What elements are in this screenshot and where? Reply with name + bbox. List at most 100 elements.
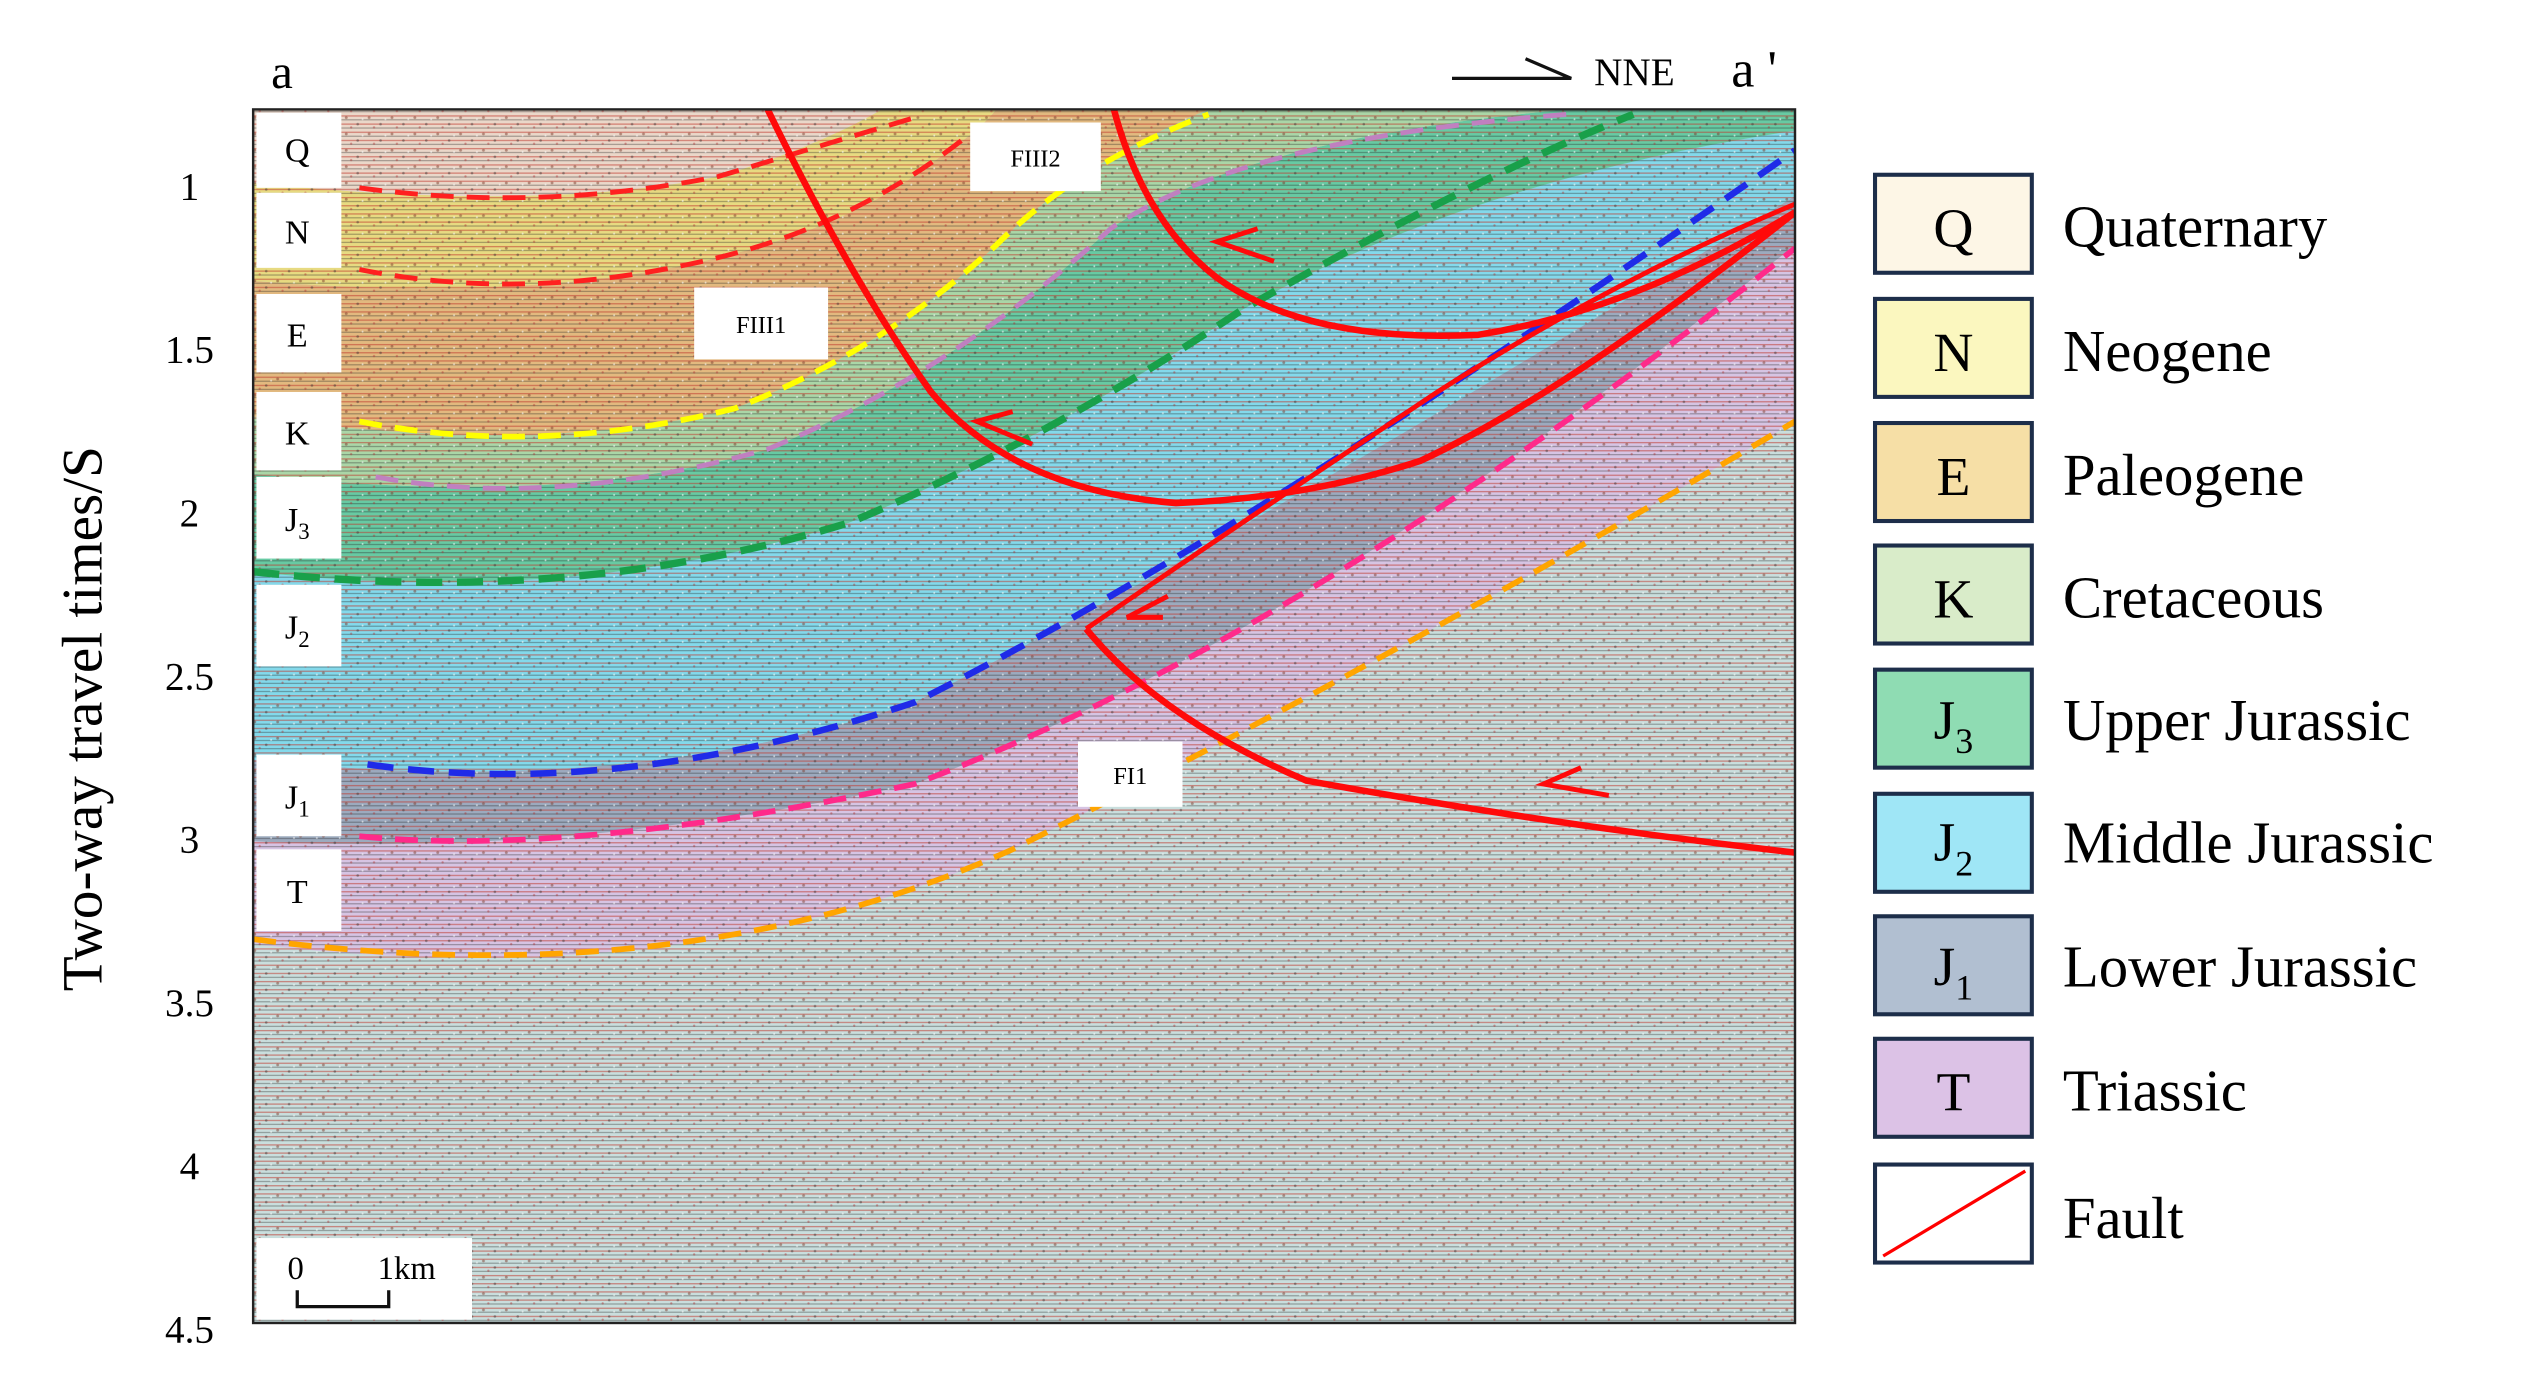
stratum-tag: J2 xyxy=(256,584,342,667)
fault-label-text: FI1 xyxy=(1113,763,1147,790)
boundary-q-n xyxy=(358,115,916,201)
legend-item-quaternary: Q Quaternary xyxy=(1872,172,2328,275)
tag-symbol: J xyxy=(285,609,298,647)
seismic-section xyxy=(253,109,1795,1323)
legend: Q Quaternary N Neogene E Paleogene K Cre… xyxy=(1872,172,2434,1265)
svg-text:T: T xyxy=(287,873,308,911)
legend-item-upper-jurassic: J3 Upper Jurassic xyxy=(1872,667,2411,770)
y-tick: 3.5 xyxy=(165,982,214,1025)
y-tick: 1 xyxy=(180,165,200,208)
legend-name: Triassic xyxy=(2063,1059,2247,1124)
legend-name: Middle Jurassic xyxy=(2063,810,2434,875)
legend-item-paleogene: E Paleogene xyxy=(1872,420,2305,524)
legend-name: Lower Jurassic xyxy=(2063,935,2417,1000)
legend-name: Neogene xyxy=(2063,319,2272,384)
y-tick: 3 xyxy=(180,819,200,862)
legend-name: Upper Jurassic xyxy=(2063,688,2411,753)
legend-symbol: J2 xyxy=(1934,813,1974,884)
y-axis-label: Two-way travel times/S xyxy=(51,446,114,991)
fault-label-text: FIII2 xyxy=(1010,146,1060,173)
legend-symbol: J3 xyxy=(1934,690,1974,761)
section-frame xyxy=(251,108,1797,1325)
tag-symbol: K xyxy=(285,414,310,452)
section-end-label: a ' xyxy=(1731,41,1777,99)
tag-symbol: Q xyxy=(285,132,310,170)
boundary-j1-t xyxy=(359,246,1795,844)
tag-subscript: 1 xyxy=(298,797,309,822)
legend-symbol: E xyxy=(1936,447,1970,508)
stratum-tag: J1 xyxy=(256,754,342,837)
legend-item-fault: Fault xyxy=(1872,1162,2184,1265)
tag-symbol: J xyxy=(285,778,298,816)
legend-swatch xyxy=(1872,914,2034,1017)
legend-swatch xyxy=(1872,172,2034,275)
direction-indicator: NNE xyxy=(1452,51,1675,94)
tag-symbol: E xyxy=(287,316,308,354)
svg-text:J3: J3 xyxy=(285,501,310,544)
legend-name: Paleogene xyxy=(2063,443,2305,508)
legend-swatch xyxy=(1872,420,2034,524)
tag-subscript: 2 xyxy=(298,627,309,652)
tag-subscript: 3 xyxy=(298,519,309,544)
svg-text:E: E xyxy=(287,316,308,354)
direction-text: NNE xyxy=(1594,51,1675,94)
tag-symbol: N xyxy=(285,213,310,251)
boundary-n-e xyxy=(358,136,966,287)
y-tick: 4.5 xyxy=(165,1309,214,1352)
stratum-tag: N xyxy=(256,192,342,268)
fault-fi1 xyxy=(1083,626,1795,856)
legend-item-neogene: N Neogene xyxy=(1872,296,2272,399)
y-tick: 2.5 xyxy=(165,655,214,698)
stratum-tag: K xyxy=(256,391,342,471)
y-tick: 2 xyxy=(180,492,200,535)
legend-symbol: T xyxy=(1936,1063,1970,1124)
legend-swatch xyxy=(1872,1036,2034,1139)
legend-item-middle-jurassic: J2 Middle Jurassic xyxy=(1872,791,2434,894)
stratum-tag: Q xyxy=(256,112,342,188)
tag-symbol: T xyxy=(287,873,308,911)
legend-swatch xyxy=(1872,296,2034,399)
stratum-tag: J3 xyxy=(256,476,342,559)
legend-name: Quaternary xyxy=(2063,195,2328,260)
y-tick: 4 xyxy=(180,1145,200,1188)
scale-end: 1km xyxy=(378,1251,436,1287)
stratum-tag: T xyxy=(256,849,342,931)
fault-fiii2 xyxy=(1110,109,1795,339)
boundary-t-base xyxy=(253,418,1795,959)
svg-text:Q: Q xyxy=(285,132,310,170)
boundary-j3-j2 xyxy=(253,110,1635,586)
legend-symbol: K xyxy=(1933,569,1973,630)
legend-swatch xyxy=(1872,543,2034,646)
fault-arrow xyxy=(1535,765,1610,798)
svg-text:N: N xyxy=(285,213,310,251)
legend-swatch xyxy=(1872,667,2034,770)
legend-symbol: Q xyxy=(1933,199,1973,260)
fault-label: FIII2 xyxy=(970,122,1101,192)
tag-symbol: J xyxy=(285,501,298,539)
legend-name: Fault xyxy=(2063,1186,2184,1251)
svg-text:J2: J2 xyxy=(285,609,310,652)
scale-bar: 0 1km xyxy=(256,1238,473,1320)
svg-text:K: K xyxy=(285,414,310,452)
fault-label-text: FIII1 xyxy=(736,312,786,339)
stratum-tag: E xyxy=(256,293,342,373)
legend-symbol: J1 xyxy=(1934,937,1974,1008)
section-start-label: a xyxy=(271,44,293,99)
fault-arrow xyxy=(1125,593,1169,620)
legend-item-lower-jurassic: J1 Lower Jurassic xyxy=(1872,914,2417,1017)
fault-label: FI1 xyxy=(1077,741,1183,807)
legend-symbol: N xyxy=(1933,323,1973,384)
fault-label: FIII1 xyxy=(694,287,829,360)
svg-text:J1: J1 xyxy=(285,778,310,821)
legend-item-triassic: T Triassic xyxy=(1872,1036,2247,1139)
fault-fiii1 xyxy=(764,109,1795,507)
legend-name: Cretaceous xyxy=(2063,565,2324,630)
legend-item-cretaceous: K Cretaceous xyxy=(1872,543,2324,646)
fault-arrow xyxy=(1209,226,1275,264)
scale-start: 0 xyxy=(287,1251,303,1287)
boundary-k-j3 xyxy=(375,111,1569,491)
fault-line-icon xyxy=(1882,1169,2027,1258)
legend-swatch xyxy=(1872,791,2034,894)
y-tick: 1.5 xyxy=(165,329,214,372)
